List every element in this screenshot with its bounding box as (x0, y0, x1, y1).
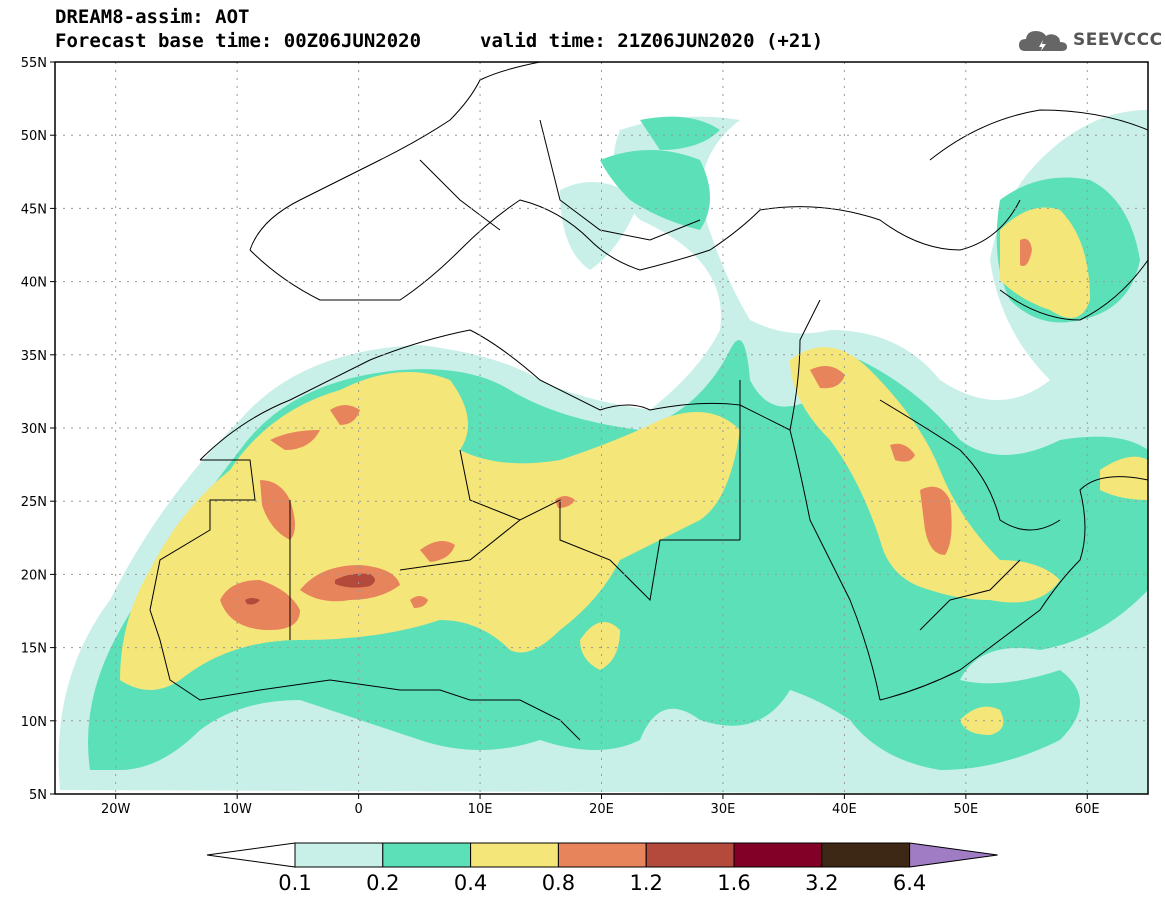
colorbar-over-triangle (909, 842, 998, 868)
gridlines (55, 62, 1148, 794)
colorbar-label: 6.4 (893, 871, 926, 895)
lon-label: 40E (832, 802, 857, 817)
title-line-1: DREAM8-assim: AOT (55, 6, 250, 28)
lon-label: 30E (711, 802, 736, 817)
logo-text: SEEVCCC (1073, 30, 1163, 50)
colorbar-swatch (645, 842, 735, 868)
colorbar-swatch (557, 842, 647, 868)
lon-label: 0 (354, 802, 362, 817)
lat-label: 30N (21, 422, 47, 437)
lat-label: 45N (21, 202, 47, 217)
colorbar-swatch (470, 842, 559, 868)
lon-label: 50E (953, 802, 978, 817)
seevccc-logo: SEEVCCC (1017, 22, 1163, 58)
aot-field (58, 110, 1148, 794)
lon-label: 20W (101, 802, 131, 817)
colorbar-label: 3.2 (805, 871, 838, 895)
lon-label: 20E (589, 802, 614, 817)
lat-label: 50N (21, 129, 47, 144)
colorbar-label: 0.2 (366, 871, 399, 895)
lon-label: 60E (1075, 802, 1100, 817)
colorbar-label: 0.8 (542, 871, 575, 895)
title-line-2: Forecast base time: 00Z06JUN2020 (55, 30, 422, 52)
lat-label: 20N (21, 568, 47, 583)
lat-label: 55N (21, 56, 47, 71)
colorbar-label: 1.6 (717, 871, 750, 895)
valid-time: valid time: 21Z06JUN2020 (+21) (480, 30, 824, 52)
colorbar-swatch (294, 842, 384, 868)
colorbar-swatch (382, 842, 472, 868)
lat-label: 35N (21, 349, 47, 364)
aot-level-1-2 (245, 573, 375, 605)
lat-label: 5N (29, 788, 47, 803)
lat-label: 15N (21, 642, 47, 657)
colorbar-label: 0.4 (454, 871, 487, 895)
lat-labels: 55N 50N 45N 40N 35N 30N 25N 20N 15N 10N 5N (21, 56, 55, 803)
lon-label: 10W (222, 802, 252, 817)
lat-label: 40N (21, 276, 47, 291)
colorbar: 0.1 0.2 0.4 0.8 1.2 1.6 3.2 6.4 (206, 842, 998, 895)
colorbar-label: 1.2 (629, 871, 662, 895)
colorbar-label: 0.1 (278, 871, 311, 895)
cloud-icon (1019, 31, 1067, 51)
lon-labels: 20W 10W 0 10E 20E 30E 40E 50E 60E (101, 794, 1100, 817)
lat-label: 25N (21, 495, 47, 510)
colorbar-swatch (821, 842, 911, 868)
lat-label: 10N (21, 715, 47, 730)
lon-label: 10E (468, 802, 493, 817)
colorbar-swatch (733, 842, 823, 868)
coastlines (149, 62, 1148, 741)
colorbar-under-triangle (206, 842, 296, 868)
